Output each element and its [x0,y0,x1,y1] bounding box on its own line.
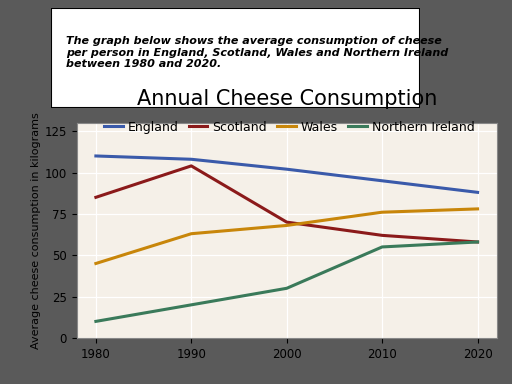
Y-axis label: Average cheese consumption in kilograms: Average cheese consumption in kilograms [31,112,40,349]
Legend: England, Scotland, Wales, Northern Ireland: England, Scotland, Wales, Northern Irela… [99,116,479,139]
Text: The graph below shows the average consumption of cheese
per person in England, S: The graph below shows the average consum… [66,36,448,69]
FancyBboxPatch shape [51,8,420,108]
Text: Annual Cheese Consumption: Annual Cheese Consumption [137,89,437,109]
